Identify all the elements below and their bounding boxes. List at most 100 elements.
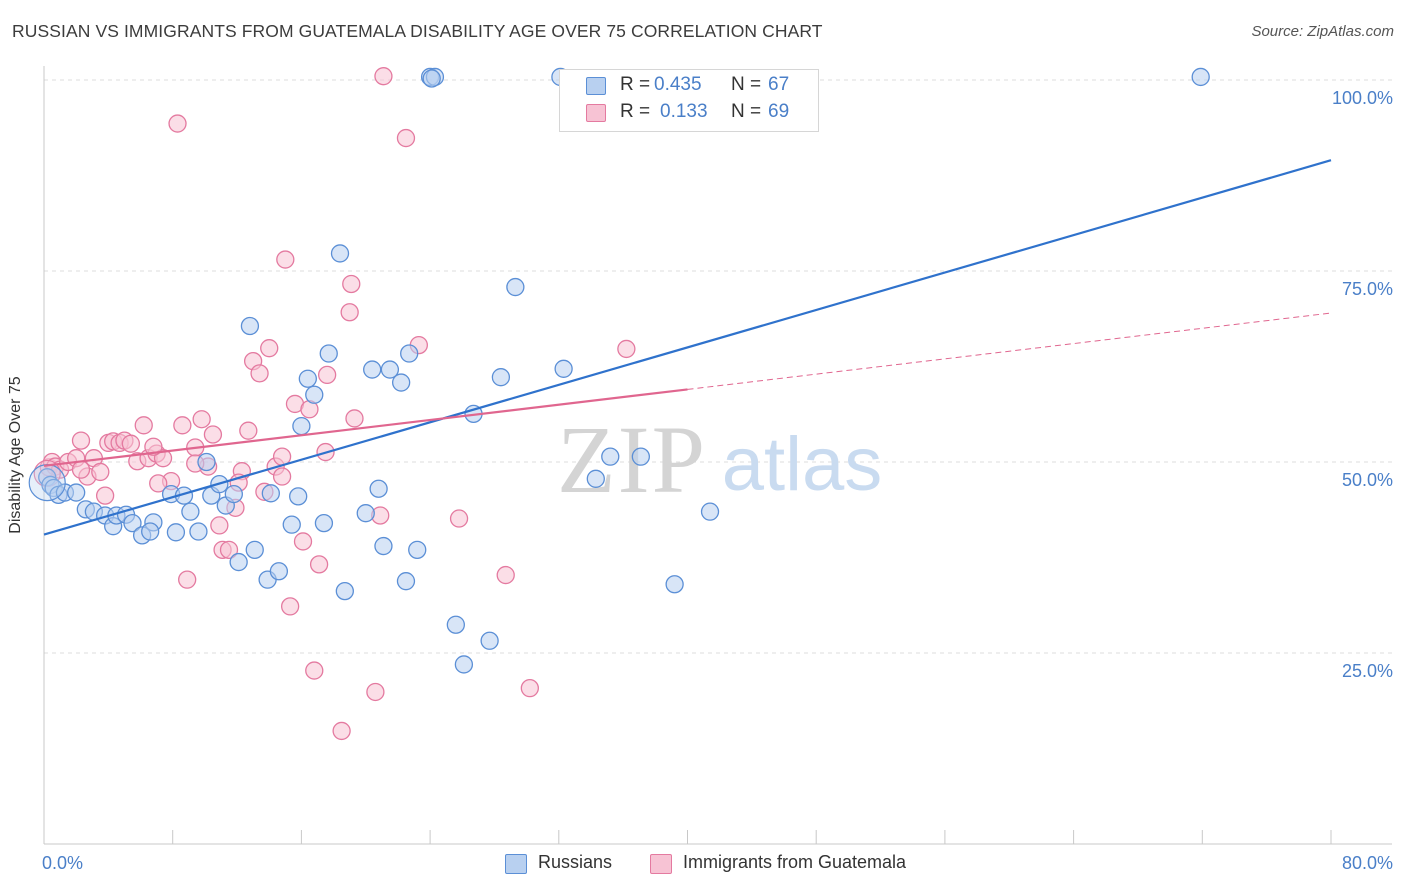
- guatemala-point: [210, 516, 229, 535]
- guatemala-point: [345, 409, 364, 428]
- guatemala-point: [219, 540, 239, 560]
- russians-point: [363, 360, 382, 379]
- russians-point: [601, 447, 620, 466]
- guatemala-point: [280, 597, 300, 616]
- watermark: ZIP atlas: [557, 406, 882, 513]
- russians-point: [480, 631, 499, 650]
- tick-labels: 25.0% 50.0% 75.0% 100.0% 0.0% 80.0%: [42, 88, 1393, 873]
- guatemala-point: [309, 555, 329, 574]
- guatemala-point: [449, 509, 469, 528]
- guatemala-point: [317, 365, 337, 385]
- legend-n-value: 67: [768, 74, 790, 95]
- chart-title: RUSSIAN VS IMMIGRANTS FROM GUATEMALA DIS…: [12, 21, 823, 41]
- legend-r-label: R =: [620, 101, 651, 122]
- russians-point: [141, 522, 160, 541]
- guatemala-point: [203, 425, 223, 444]
- legend-n-label: N =: [731, 74, 762, 95]
- guatemala-point: [520, 678, 539, 698]
- russians-point: [224, 484, 243, 504]
- guatemala-trend-line: [43, 388, 688, 467]
- correlation-legend: R = 0.435 N = 67 R = 0.133 N = 69: [559, 69, 819, 132]
- russians-point: [240, 316, 260, 336]
- russians-point: [335, 581, 354, 601]
- legend-swatch-blue: [586, 77, 606, 95]
- y-tick-label: 100.0%: [1332, 88, 1393, 108]
- russians-point: [319, 344, 338, 363]
- russians-point: [67, 483, 86, 502]
- guatemala-point: [332, 721, 351, 741]
- legend-n-value: 69: [768, 101, 790, 122]
- russians-point: [374, 536, 393, 556]
- russians-point: [665, 575, 684, 594]
- russians-point: [197, 452, 216, 472]
- russians-point: [292, 416, 311, 436]
- y-axis-label: Disability Age Over 75: [7, 376, 24, 534]
- guatemala-point: [260, 339, 279, 358]
- russians-point: [166, 523, 186, 542]
- y-tick-label: 50.0%: [1342, 470, 1393, 490]
- guatemala-point: [91, 462, 110, 482]
- russians-point: [391, 373, 411, 392]
- russians-point: [408, 540, 427, 560]
- guatemala-point: [250, 364, 269, 383]
- source-label: Source: ZipAtlas.com: [1251, 23, 1394, 40]
- guatemala-point: [366, 682, 385, 702]
- russians-point: [400, 344, 419, 363]
- guatemala-point: [396, 128, 416, 148]
- guatemala-point: [149, 474, 168, 493]
- russians-point: [491, 368, 511, 387]
- axes: [43, 66, 1392, 845]
- bottom-legend-swatch-pink: [650, 854, 672, 874]
- watermark-atlas: atlas: [722, 422, 883, 507]
- guatemala-point: [168, 114, 187, 133]
- guatemala-point: [293, 532, 313, 551]
- guatemala-point: [340, 303, 359, 322]
- guatemala-points: [33, 67, 636, 741]
- russians-point: [123, 513, 142, 533]
- russians-point: [446, 615, 465, 634]
- guatemala-point: [144, 437, 163, 456]
- russians-point: [261, 484, 280, 503]
- russians-point: [396, 572, 416, 591]
- russians-points: [28, 67, 1210, 674]
- guatemala-point: [192, 410, 211, 429]
- russians-point: [631, 447, 650, 466]
- russians-point: [454, 655, 474, 674]
- guatemala-point: [71, 431, 91, 450]
- russians-point: [586, 469, 605, 488]
- russians-point: [269, 562, 289, 581]
- bottom-legend-label: Immigrants from Guatemala: [683, 852, 907, 872]
- russians-point: [1191, 67, 1210, 87]
- y-tick-label: 75.0%: [1342, 279, 1393, 299]
- guatemala-point: [496, 565, 515, 585]
- russians-point: [289, 487, 308, 506]
- russians-cluster-point: [28, 464, 66, 502]
- guatemala-point: [173, 416, 192, 435]
- russians-point: [189, 522, 208, 541]
- guatemala-point: [276, 250, 295, 269]
- russians-point: [181, 502, 200, 521]
- russians-point: [229, 552, 248, 572]
- russians-point: [314, 513, 334, 533]
- guatemala-trend-extension: [687, 312, 1332, 390]
- guatemala-point: [617, 339, 636, 359]
- russians-point: [380, 360, 400, 379]
- russians-point: [422, 69, 441, 88]
- legend-r-label: R =: [620, 74, 651, 95]
- russians-point: [356, 504, 375, 523]
- guatemala-point: [178, 570, 197, 589]
- legend-n-label: N =: [731, 101, 762, 122]
- x-tick-label: 0.0%: [42, 853, 83, 873]
- guatemala-point: [121, 434, 141, 453]
- russians-point: [700, 502, 720, 521]
- russians-point: [369, 479, 388, 498]
- bottom-legend-swatch-blue: [505, 854, 527, 874]
- legend-row-russians: R = 0.435 N = 67: [560, 73, 818, 99]
- russians-point: [330, 244, 350, 263]
- guatemala-point: [305, 661, 324, 680]
- bottom-legend-label: Russians: [538, 852, 613, 872]
- x-tick-label: 80.0%: [1342, 853, 1393, 873]
- guatemala-point: [71, 460, 91, 479]
- russians-point: [506, 277, 525, 297]
